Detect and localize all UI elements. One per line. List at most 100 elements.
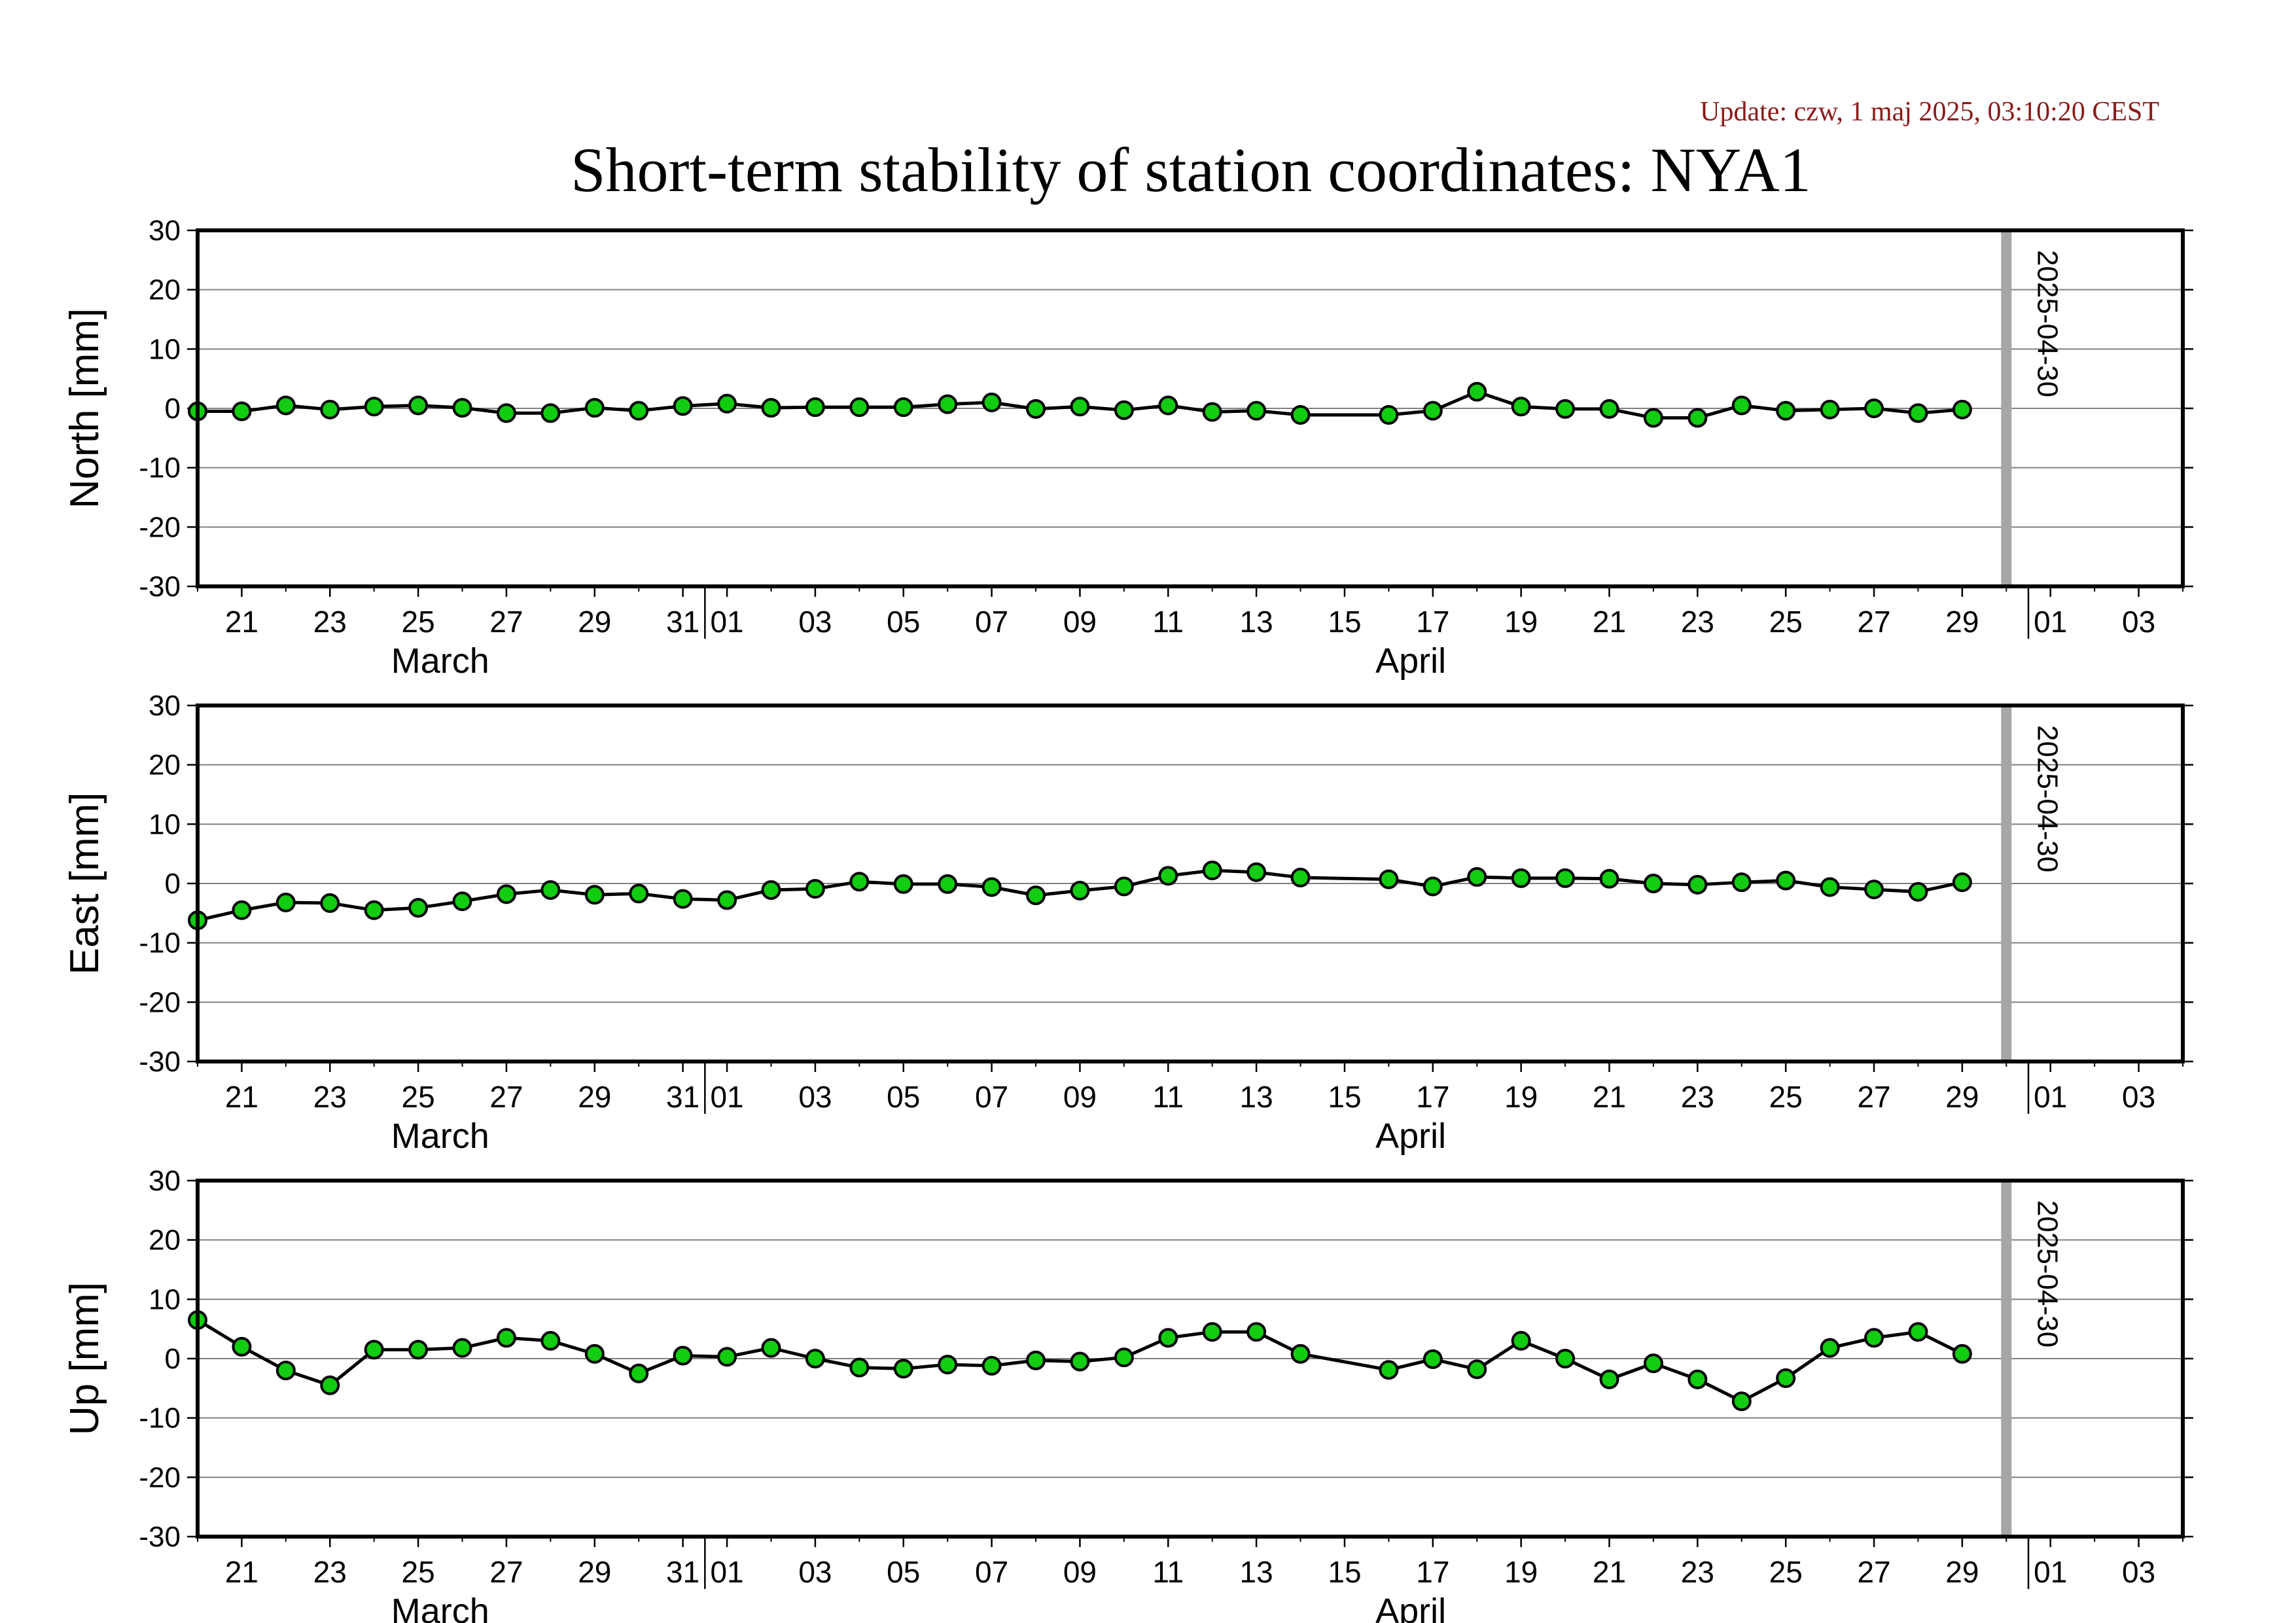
data-point [1776,401,1796,421]
y-tick-label: -10 [139,927,181,959]
series-line [197,868,1963,922]
data-point [1158,395,1178,416]
y-tick-label: -10 [139,1402,181,1435]
data-point [275,893,296,913]
x-tick-label: 19 [1504,1555,1538,1589]
x-tick-label: 19 [1504,1080,1538,1114]
x-tick-label: 03 [2122,1080,2155,1114]
x-tick-label: 03 [798,1080,832,1114]
x-tick-label: 21 [1593,1080,1626,1114]
x-tick-label: 29 [1945,605,1979,639]
month-label: April [1375,1592,1446,1623]
data-point [1776,870,1796,891]
y-tick-label: 20 [149,749,181,781]
x-tick-label: 01 [2034,1555,2067,1589]
data-point [496,884,516,904]
data-point [1202,402,1222,422]
y-tick-label: 0 [165,393,181,425]
data-point [938,874,958,894]
plot-frame [196,228,2185,588]
x-tick-label: 27 [1857,1080,1890,1114]
data-point [1952,1344,1972,1364]
x-tick-label: 21 [1593,1555,1626,1589]
data-point [1246,862,1267,882]
data-point [1467,867,1487,887]
x-tick-label: 07 [975,1080,1008,1114]
data-point [540,880,561,900]
data-point [981,1355,1002,1376]
x-tick-label: 11 [1152,1080,1184,1114]
data-point [1114,876,1134,897]
data-point [275,395,296,416]
data-point [1422,1349,1443,1369]
data-point [1952,399,1972,419]
data-point [1908,1322,1928,1342]
y-axis-label: Up [mm] [62,1282,107,1435]
x-tick-label: 19 [1504,605,1538,639]
x-tick-label: 15 [1328,1555,1361,1589]
y-tick-label: -20 [139,986,181,1018]
data-point [1555,399,1576,419]
data-point [1070,1351,1090,1372]
y-tick-label: -20 [139,1461,181,1493]
data-point [1555,868,1576,888]
x-tick-label: 25 [402,605,435,639]
y-tick-label: -30 [139,571,181,603]
x-tick-label: 23 [1681,1080,1714,1114]
data-point [1379,1360,1399,1380]
data-point [364,397,384,417]
data-point [849,872,870,892]
data-point [981,392,1002,412]
x-tick-label: 11 [1152,605,1184,639]
data-point [1290,1344,1311,1364]
y-tick-label: 10 [149,333,181,365]
x-tick-label: 23 [313,605,347,639]
data-point [1864,880,1884,900]
x-tick-label: 31 [666,605,699,639]
x-tick-label: 05 [887,1555,920,1589]
data-point [496,403,516,423]
data-point [320,1375,340,1395]
x-tick-label: 13 [1240,1080,1273,1114]
data-point [1379,404,1399,425]
data-point [1246,401,1267,421]
data-point [1599,399,1619,419]
x-tick-label: 31 [666,1080,699,1114]
data-point [1290,867,1311,887]
plot-frame [196,1179,2185,1539]
data-point [761,398,781,418]
data-point [893,874,913,894]
data-point [1511,868,1531,888]
data-point [1908,882,1928,902]
y-tick-label: 20 [149,1224,181,1257]
data-point [761,880,781,900]
data-point [1687,874,1708,895]
update-timestamp: Update: czw, 1 maj 2025, 03:10:20 CEST [1700,97,2159,127]
data-point [1599,1369,1619,1389]
y-tick-label: -30 [139,1046,181,1078]
data-point [452,891,472,912]
data-point [1467,1359,1487,1380]
x-tick-label: 05 [887,1080,920,1114]
data-point [717,1347,737,1367]
data-point [629,883,649,904]
x-tick-label: 29 [578,605,611,639]
data-point [1290,404,1311,425]
x-tick-label: 17 [1416,1555,1449,1589]
data-point [938,1355,958,1375]
x-tick-label: 27 [1857,605,1890,639]
month-label: March [391,1592,489,1623]
data-point [717,393,737,414]
x-tick-label: 29 [578,1080,611,1114]
x-tick-label: 01 [2034,605,2067,639]
x-tick-label: 21 [1593,605,1626,639]
x-tick-label: 21 [225,1555,258,1589]
data-point [1864,399,1884,418]
data-point [1026,1350,1046,1370]
data-point [1820,1338,1840,1358]
x-tick-label: 29 [578,1555,611,1589]
x-tick-label: 03 [798,1555,832,1589]
data-point [232,401,252,421]
x-tick-label: 01 [710,605,743,639]
